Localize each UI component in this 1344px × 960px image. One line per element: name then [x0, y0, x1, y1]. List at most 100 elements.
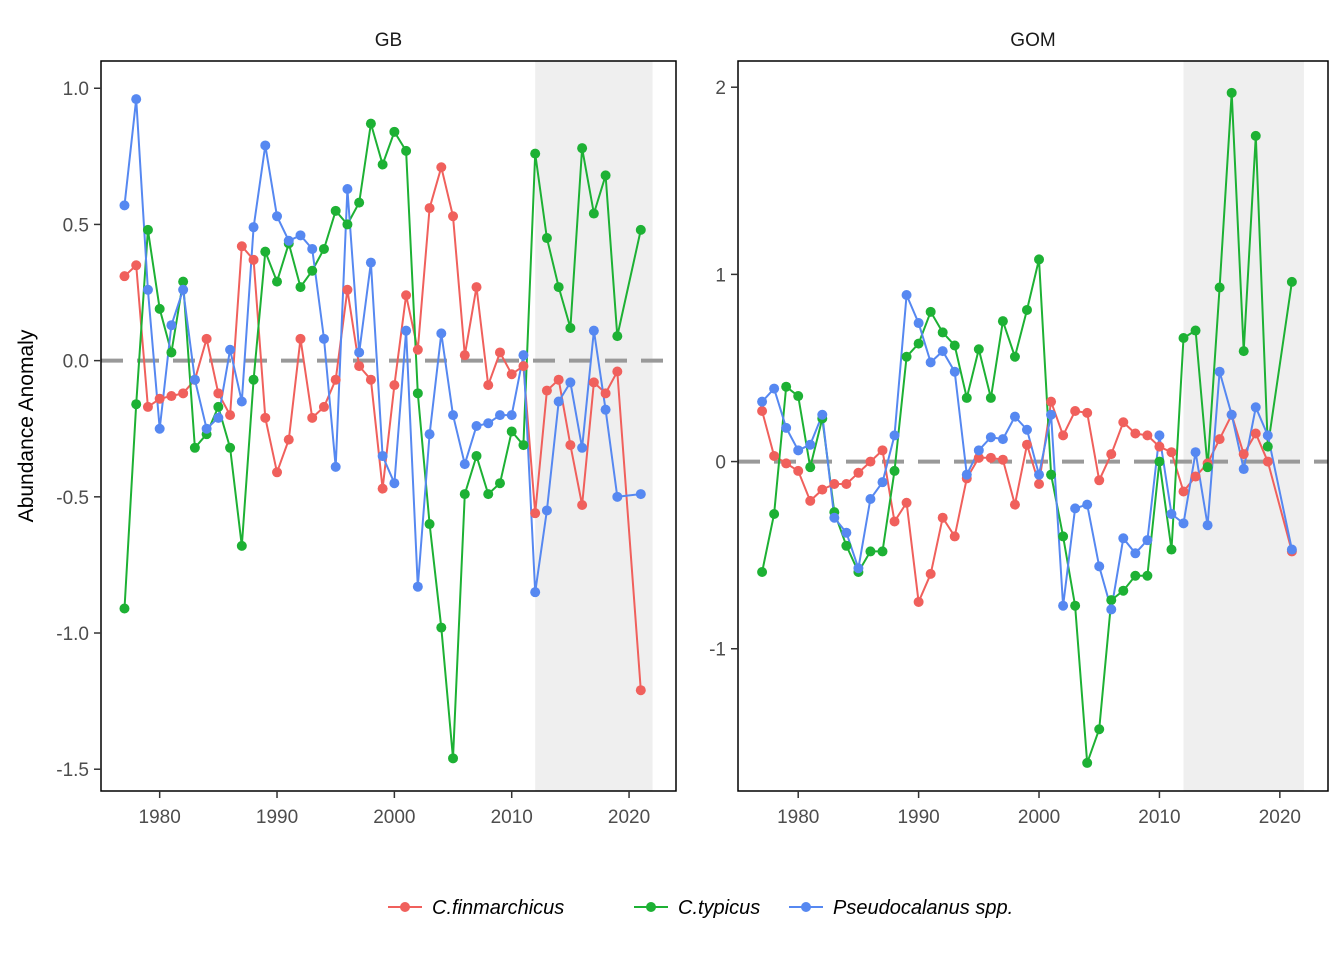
data-point-c-typicus	[307, 265, 318, 276]
data-point-c-finmarchicus	[119, 271, 130, 282]
data-point-c-finmarchicus	[913, 596, 924, 607]
data-point-c-finmarchicus	[901, 497, 912, 508]
y-tick-label: 0.0	[63, 352, 89, 373]
data-point-c-typicus	[436, 622, 447, 633]
data-point-pseudocalanus-spp	[471, 421, 482, 431]
data-point-c-finmarchicus	[889, 516, 900, 527]
data-point-pseudocalanus-spp	[577, 442, 588, 453]
data-point-pseudocalanus-spp	[1034, 469, 1045, 480]
data-point-c-typicus	[342, 219, 353, 230]
data-point-c-typicus	[961, 392, 972, 403]
data-point-c-typicus	[769, 508, 780, 519]
data-point-pseudocalanus-spp	[1214, 366, 1225, 377]
data-point-c-finmarchicus	[1034, 479, 1045, 490]
data-point-c-finmarchicus	[506, 369, 517, 380]
data-point-c-finmarchicus	[1118, 417, 1129, 428]
data-point-pseudocalanus-spp	[973, 445, 984, 456]
data-point-c-typicus	[1070, 600, 1081, 611]
data-point-pseudocalanus-spp	[1178, 518, 1189, 529]
data-point-pseudocalanus-spp	[612, 491, 623, 502]
y-axis-label: Abundance Anomaly	[15, 329, 38, 522]
data-point-c-finmarchicus	[1166, 447, 1177, 458]
data-point-c-finmarchicus	[318, 401, 329, 412]
data-point-c-typicus	[1046, 469, 1057, 480]
data-point-pseudocalanus-spp	[1238, 464, 1249, 475]
data-point-c-finmarchicus	[436, 162, 447, 173]
data-point-c-typicus	[901, 351, 912, 362]
data-point-pseudocalanus-spp	[389, 478, 400, 489]
data-point-c-typicus	[635, 224, 646, 235]
legend-key-point	[646, 902, 656, 912]
data-point-c-typicus	[985, 392, 996, 403]
legend-item-c-typicus: C.typicus	[634, 897, 760, 919]
data-point-pseudocalanus-spp	[272, 211, 283, 222]
data-point-pseudocalanus-spp	[530, 587, 541, 598]
data-point-pseudocalanus-spp	[1021, 424, 1032, 435]
panel-title: GB	[375, 30, 402, 51]
data-point-c-finmarchicus	[793, 465, 804, 476]
series-line-pseudocalanus-spp	[761, 294, 1293, 610]
data-point-pseudocalanus-spp	[459, 459, 470, 470]
data-point-c-typicus	[1142, 570, 1153, 581]
data-point-pseudocalanus-spp	[565, 377, 576, 388]
data-point-c-finmarchicus	[1070, 406, 1081, 417]
data-point-pseudocalanus-spp	[178, 284, 189, 295]
data-point-c-finmarchicus	[853, 467, 864, 478]
data-point-pseudocalanus-spp	[365, 257, 376, 268]
data-point-pseudocalanus-spp	[865, 494, 876, 504]
data-point-c-finmarchicus	[272, 467, 283, 478]
data-point-pseudocalanus-spp	[1130, 548, 1141, 559]
data-point-c-finmarchicus	[1046, 396, 1057, 407]
data-point-pseudocalanus-spp	[1058, 600, 1069, 611]
data-point-c-typicus	[600, 170, 611, 181]
data-point-c-finmarchicus	[985, 452, 996, 463]
x-tick-label: 1990	[897, 807, 939, 828]
data-point-pseudocalanus-spp	[889, 430, 900, 441]
data-point-c-finmarchicus	[841, 479, 852, 490]
data-point-pseudocalanus-spp	[131, 94, 142, 105]
data-point-pseudocalanus-spp	[1202, 520, 1213, 531]
data-point-c-finmarchicus	[757, 406, 768, 417]
data-point-c-typicus	[518, 440, 529, 451]
data-point-c-typicus	[997, 316, 1008, 327]
data-point-pseudocalanus-spp	[166, 320, 177, 331]
data-point-pseudocalanus-spp	[588, 325, 599, 336]
data-point-pseudocalanus-spp	[154, 423, 165, 434]
data-point-c-typicus	[189, 442, 200, 453]
x-tick-label: 1980	[139, 807, 181, 828]
data-point-c-typicus	[154, 303, 165, 314]
x-tick-label: 1980	[777, 807, 819, 828]
data-point-c-typicus	[949, 340, 960, 351]
data-point-pseudocalanus-spp	[189, 374, 200, 385]
data-point-c-typicus	[1214, 282, 1225, 293]
data-point-pseudocalanus-spp	[541, 505, 552, 516]
data-point-c-finmarchicus	[541, 385, 552, 396]
data-point-c-finmarchicus	[1058, 430, 1069, 441]
data-point-pseudocalanus-spp	[769, 383, 780, 394]
data-point-c-typicus	[1190, 325, 1201, 336]
x-tick-label: 1990	[256, 807, 298, 828]
data-point-c-finmarchicus	[389, 380, 400, 391]
data-point-c-finmarchicus	[949, 531, 960, 542]
data-point-pseudocalanus-spp	[805, 439, 816, 450]
data-point-c-finmarchicus	[354, 361, 365, 372]
data-point-c-typicus	[793, 391, 804, 402]
data-point-c-typicus	[178, 276, 189, 287]
data-point-c-finmarchicus	[365, 374, 376, 385]
panel-title: GOM	[1010, 30, 1055, 51]
data-point-c-finmarchicus	[412, 344, 423, 355]
y-tick-label: -1	[709, 640, 726, 661]
data-point-c-typicus	[1250, 130, 1261, 141]
data-point-c-finmarchicus	[225, 410, 236, 421]
data-point-c-finmarchicus	[530, 508, 541, 519]
data-point-c-typicus	[1118, 585, 1129, 596]
data-point-c-finmarchicus	[178, 388, 189, 399]
data-point-pseudocalanus-spp	[354, 347, 365, 358]
data-point-c-typicus	[1166, 544, 1177, 555]
data-point-pseudocalanus-spp	[260, 140, 271, 151]
data-point-pseudocalanus-spp	[757, 396, 768, 407]
data-point-c-finmarchicus	[518, 361, 529, 372]
data-point-c-finmarchicus	[307, 412, 318, 423]
data-point-pseudocalanus-spp	[925, 357, 936, 368]
